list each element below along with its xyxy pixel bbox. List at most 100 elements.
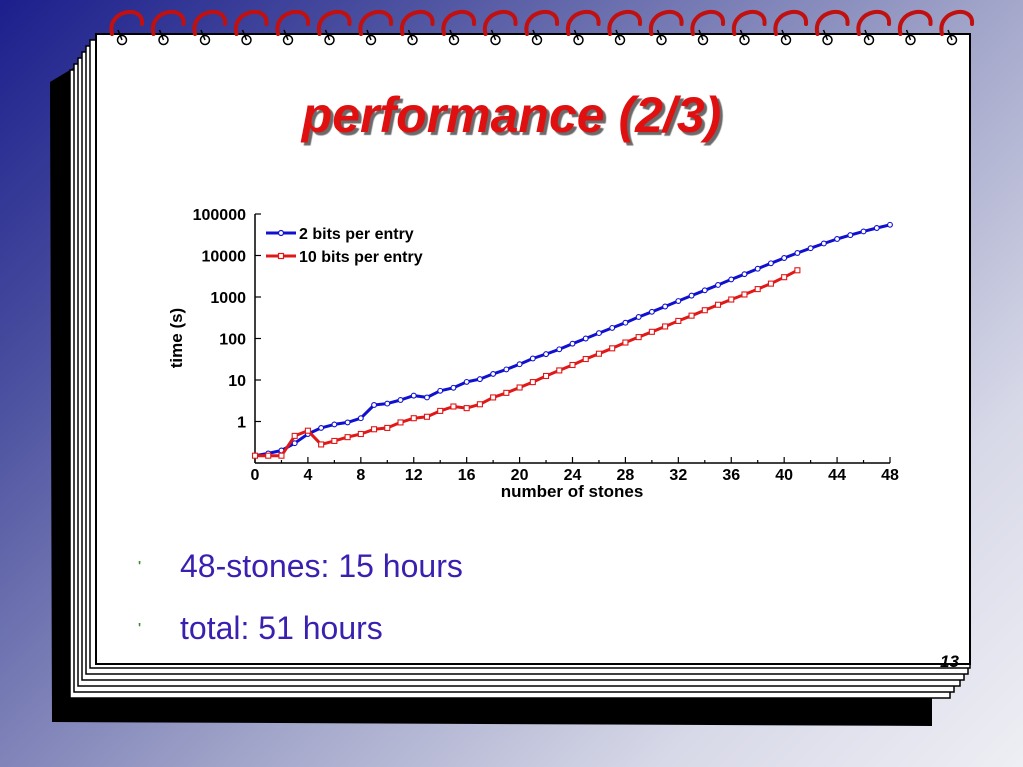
data-point (569, 340, 576, 347)
spiral-ring (192, 9, 227, 46)
data-point (516, 384, 523, 391)
x-tick-label: 40 (775, 467, 793, 484)
data-point (410, 415, 417, 422)
data-point (331, 421, 338, 428)
data-point (476, 376, 483, 383)
x-tick-label: 0 (251, 467, 260, 484)
data-point (529, 379, 536, 386)
data-point (437, 387, 444, 394)
data-point (688, 312, 695, 319)
data-point (384, 400, 391, 407)
spiral-ring (275, 9, 310, 46)
data-point (767, 280, 774, 287)
data-point (754, 265, 761, 272)
data-point (648, 308, 655, 315)
spiral-ring (399, 9, 435, 46)
data-point (582, 355, 589, 363)
spiral-binding (109, 9, 974, 46)
y-tick-label: 10 (228, 373, 246, 390)
spiral-ring (731, 9, 767, 46)
notebook-page-stack (69, 33, 971, 699)
data-point (331, 437, 338, 444)
data-point (516, 361, 523, 368)
data-point (291, 432, 298, 439)
data-point (397, 419, 404, 426)
data-point (556, 346, 563, 353)
data-point (397, 397, 404, 403)
legend-marker-10bits (277, 252, 285, 260)
spiral-ring (939, 9, 974, 46)
legend-marker-2bits (277, 229, 285, 237)
bullet-icon: ' (138, 620, 142, 635)
data-point (767, 260, 774, 267)
y-tick-label: 1 (237, 415, 246, 432)
data-point (490, 370, 497, 377)
data-point (450, 384, 457, 391)
data-point (556, 367, 563, 374)
data-point (503, 389, 510, 396)
data-point (318, 424, 325, 431)
data-point (596, 330, 602, 337)
data-point (463, 378, 470, 385)
data-point (476, 401, 483, 408)
performance-chart: 0 4 8 12 16 20 24 28 32 36 40 44 48 1101001000100001… (167, 207, 899, 501)
y-axis-ticks: 1 10 100 1000 10000 100000 (193, 207, 261, 432)
x-tick-label: 36 (722, 467, 740, 484)
data-point (622, 319, 629, 326)
data-point (357, 430, 364, 438)
data-point (569, 361, 576, 369)
data-point (609, 324, 616, 331)
data-point (582, 335, 589, 342)
data-point (503, 366, 510, 373)
data-point (675, 317, 682, 324)
data-point (529, 355, 536, 362)
data-point (291, 440, 298, 447)
spiral-ring (856, 9, 891, 46)
bullet-text: total: 51 hours (180, 610, 383, 646)
spiral-ring (565, 9, 601, 46)
data-point (648, 328, 655, 335)
spiral-ring (150, 9, 186, 46)
data-point (873, 225, 880, 231)
spiral-ring (233, 9, 269, 46)
legend-item-10bits: 10 bits per entry (266, 249, 423, 266)
spiral-ring (648, 9, 684, 46)
data-point (794, 250, 801, 256)
data-point (834, 236, 841, 242)
data-point (728, 296, 735, 303)
legend-label-2bits: 2 bits per entry (299, 226, 414, 243)
data-point (304, 427, 311, 434)
data-point (371, 426, 378, 433)
data-point (265, 452, 272, 459)
x-tick-label: 28 (617, 467, 635, 484)
data-point (384, 424, 391, 431)
data-point (701, 307, 708, 314)
page-number: 13 (940, 652, 959, 671)
y-tick-label: 10000 (202, 249, 247, 266)
data-point (490, 394, 497, 401)
bullet-icon: ' (138, 558, 142, 573)
spiral-ring (897, 9, 933, 46)
x-tick-label: 44 (828, 467, 846, 484)
spiral-ring (814, 9, 850, 46)
data-point (662, 303, 669, 310)
spiral-ring (316, 9, 352, 46)
x-axis-label: number of stones (501, 482, 644, 501)
data-point (424, 394, 430, 401)
x-tick-label: 48 (881, 467, 899, 484)
data-point (344, 434, 351, 441)
data-point (701, 287, 708, 294)
spiral-ring (773, 9, 808, 46)
spiral-ring (441, 9, 476, 46)
spiral-ring (690, 9, 725, 46)
legend-label-10bits: 10 bits per entry (299, 249, 423, 266)
spiral-ring (358, 9, 393, 46)
data-point (423, 413, 431, 420)
data-point (251, 452, 259, 459)
data-point (688, 292, 695, 299)
y-tick-label: 100 (219, 332, 246, 349)
x-tick-label: 24 (564, 467, 582, 484)
data-point (357, 415, 364, 422)
page-title: performance (2/3) (301, 87, 722, 143)
